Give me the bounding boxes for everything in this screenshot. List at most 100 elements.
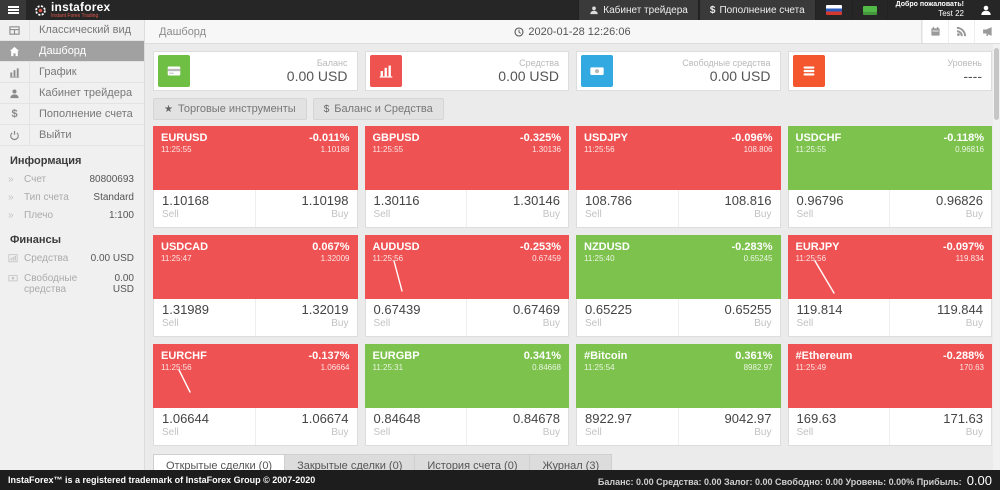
buy-label: Buy — [331, 208, 349, 220]
buy-button[interactable]: 119.844 Buy — [890, 299, 991, 336]
bottom-tab-2[interactable]: История счета (0) — [414, 454, 530, 470]
scrollbar-thumb[interactable] — [994, 48, 999, 120]
buy-label: Buy — [965, 208, 983, 220]
sell-button[interactable]: 1.10168 Sell — [154, 190, 256, 227]
instrument-tile-usdcad[interactable]: USDCAD 11:25:47 0.067% 1.32009 1.31989 S… — [153, 235, 358, 337]
news-feed-button[interactable] — [948, 20, 974, 43]
buy-button[interactable]: 108.816 Buy — [679, 190, 780, 227]
row-label: Счет — [24, 174, 47, 185]
menu-button[interactable] — [0, 0, 26, 20]
tile-header: #Bitcoin 11:25:54 0.361% 8982.97 — [576, 344, 781, 408]
stat-card: Свободные средства 0.00 USD — [576, 51, 781, 91]
bottom-tab-0[interactable]: Открытые сделки (0) — [153, 454, 285, 470]
sell-button[interactable]: 0.67439 Sell — [366, 299, 468, 336]
sell-button[interactable]: 8922.97 Sell — [577, 408, 679, 445]
sell-price: 119.814 — [796, 302, 843, 317]
instrument-tile-eurjpy[interactable]: EURJPY 11:25:56 -0.097% 119.834 119.814 … — [787, 235, 992, 337]
sell-price: 0.65225 — [585, 302, 632, 317]
sidebar-item-dollar[interactable]: $ Пополнение счета — [0, 104, 144, 125]
instrument-tile-usdchf[interactable]: USDCHF 11:25:55 -0.118% 0.96816 0.96796 … — [787, 126, 992, 228]
sell-label: Sell — [373, 426, 391, 438]
buy-button[interactable]: 0.84678 Buy — [467, 408, 568, 445]
sell-label: Sell — [585, 317, 602, 329]
row-value: 1:100 — [108, 210, 134, 221]
calendar-button[interactable] — [922, 20, 948, 43]
instrument-tile-eurchf[interactable]: EURCHF 11:25:56 -0.137% 1.06664 1.06644 … — [153, 344, 358, 446]
trading-instruments-button[interactable]: ★ Торговые инструменты — [153, 98, 307, 120]
instrument-tile-eurusd[interactable]: EURUSD 11:25:55 -0.011% 1.10188 1.10168 … — [153, 126, 358, 228]
buy-price: 108.816 — [724, 193, 772, 208]
sell-button[interactable]: 1.31989 Sell — [154, 299, 256, 336]
stat-card: Средства 0.00 USD — [364, 51, 569, 91]
instrument-tile-gbpusd[interactable]: GBPUSD 11:25:55 -0.325% 1.30136 1.30116 … — [364, 126, 569, 228]
instrument-tile-bitcoin[interactable]: #Bitcoin 11:25:54 0.361% 8982.97 8922.97… — [576, 344, 781, 446]
vertical-scrollbar[interactable] — [993, 44, 1000, 470]
buy-button[interactable]: 1.32019 Buy — [256, 299, 357, 336]
sidebar-info-row: » Счет 80800693 — [0, 171, 144, 189]
summary-text: Баланс: 0.00 Средства: 0.00 Залог: 0.00 … — [597, 476, 962, 487]
sell-button[interactable]: 108.786 Sell — [577, 190, 679, 227]
buy-button[interactable]: 0.65255 Buy — [679, 299, 780, 336]
bottom-tab-3[interactable]: Журнал (3) — [529, 454, 613, 470]
buy-label: Buy — [542, 426, 560, 438]
announcements-button[interactable] — [974, 20, 1000, 43]
instrument-tile-ethereum[interactable]: #Ethereum 11:25:49 -0.288% 170.63 169.63… — [787, 344, 992, 446]
sell-label: Sell — [585, 208, 602, 220]
sell-button[interactable]: 0.96796 Sell — [789, 190, 891, 227]
tile-time: 11:25:56 — [795, 254, 827, 263]
row-value: Standard — [93, 192, 134, 203]
tile-change-percent: -0.137% — [308, 350, 350, 362]
sell-price: 0.84648 — [373, 411, 421, 426]
buy-label: Buy — [965, 317, 983, 329]
breadcrumb-bar: 2020-01-28 12:26:06 Дашборд — [145, 20, 1000, 44]
sidebar-item-chart[interactable]: График — [0, 62, 144, 83]
instrument-tile-eurgbp[interactable]: EURGBP 11:25:31 0.341% 0.84668 0.84648 S… — [364, 344, 569, 446]
tile-symbol: GBPUSD — [372, 132, 420, 144]
tile-symbol: EURJPY — [795, 241, 840, 253]
instrument-tile-usdjpy[interactable]: USDJPY 11:25:56 -0.096% 108.806 108.786 … — [576, 126, 781, 228]
sidebar-item-classic-view[interactable]: Классический вид — [0, 20, 144, 41]
sell-button[interactable]: 0.65225 Sell — [577, 299, 679, 336]
user-icon — [0, 83, 30, 103]
payment-card-button[interactable] — [853, 0, 888, 20]
buy-price: 0.96826 — [936, 193, 983, 208]
rss-icon — [956, 26, 967, 37]
buy-button[interactable]: 9042.97 Buy — [679, 408, 780, 445]
buy-price: 1.06674 — [301, 411, 349, 426]
bottom-tab-1[interactable]: Закрытые сделки (0) — [284, 454, 415, 470]
instaforex-logo[interactable]: instaforex Instant Forex Trading — [26, 0, 118, 20]
tile-symbol: AUDUSD — [372, 241, 420, 253]
sidebar-item-label: Кабинет трейдера — [39, 87, 133, 99]
tile-change-percent: -0.253% — [520, 241, 561, 253]
sell-button[interactable]: 0.84648 Sell — [366, 408, 468, 445]
calendar-icon — [931, 26, 940, 36]
language-flag-button[interactable] — [816, 0, 853, 20]
buy-button[interactable]: 1.06674 Buy — [256, 408, 357, 445]
stat-card: Баланс 0.00 USD — [153, 51, 358, 91]
buy-button[interactable]: 0.67469 Buy — [467, 299, 568, 336]
instrument-tile-nzdusd[interactable]: NZDUSD 11:25:40 -0.283% 0.65245 0.65225 … — [576, 235, 781, 337]
buy-button[interactable]: 1.10198 Buy — [256, 190, 357, 227]
sidebar-item-power[interactable]: Выйти — [0, 125, 144, 146]
stat-card-value: 0.00 USD — [709, 68, 771, 85]
sidebar-item-dashboard[interactable]: Дашборд — [0, 41, 144, 62]
tile-last-price: 1.32009 — [320, 254, 350, 263]
sell-button[interactable]: 119.814 Sell — [789, 299, 891, 336]
sell-label: Sell — [796, 426, 814, 438]
sell-price: 108.786 — [585, 193, 632, 208]
sell-button[interactable]: 1.06644 Sell — [154, 408, 256, 445]
sell-button[interactable]: 1.30116 Sell — [366, 190, 468, 227]
user-menu-button[interactable] — [972, 0, 1000, 20]
buy-button[interactable]: 0.96826 Buy — [890, 190, 991, 227]
buy-button[interactable]: 171.63 Buy — [890, 408, 991, 445]
balance-funds-button[interactable]: $ Баланс и Средства — [312, 98, 444, 120]
deposit-button[interactable]: $ Пополнение счета — [698, 0, 816, 20]
sell-price: 1.30116 — [373, 193, 420, 208]
tile-time: 11:25:31 — [372, 363, 404, 372]
tile-last-price: 0.67459 — [532, 254, 561, 263]
buy-button[interactable]: 1.30146 Buy — [467, 190, 568, 227]
sell-button[interactable]: 169.63 Sell — [789, 408, 891, 445]
sidebar-item-user[interactable]: Кабинет трейдера — [0, 83, 144, 104]
instrument-tile-audusd[interactable]: AUDUSD 11:25:56 -0.253% 0.67459 0.67439 … — [364, 235, 569, 337]
trader-cabinet-button[interactable]: Кабинет трейдера — [578, 0, 699, 20]
